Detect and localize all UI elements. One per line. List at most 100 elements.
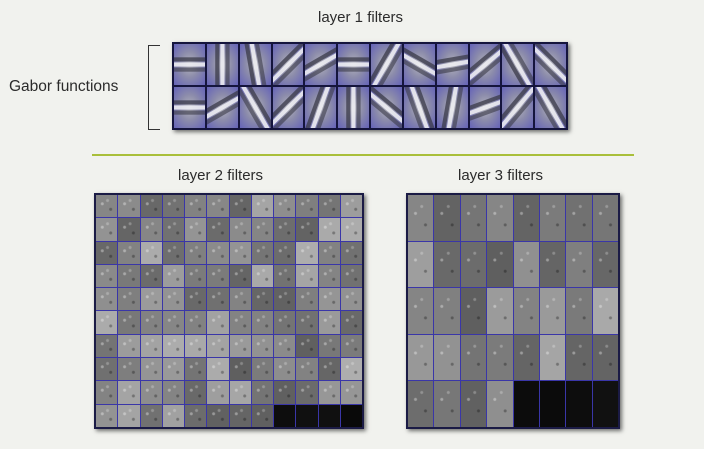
layer2-filter [118,404,140,427]
layer1-filter [338,87,369,128]
layer3-filter [513,241,539,288]
layer2-filter [318,241,340,264]
layer2-filter [229,288,251,311]
layer3-filter [434,241,460,288]
layer2-filter [274,334,296,358]
layer2-filter [185,264,207,288]
layer1-filter [305,87,337,128]
gabor-label: Gabor functions [9,78,119,95]
layer2-filter [296,241,318,264]
layer2-filter [140,195,162,218]
layer2-filter [340,264,362,288]
layer3-filter [487,381,513,427]
layer3-filter [566,334,592,381]
layer1-filter [206,87,238,128]
layer3-filter [408,381,434,427]
layer3-filter [592,334,618,381]
section-divider [92,154,634,156]
layer3-filter [539,241,566,288]
layer3-filter [434,381,460,427]
layer2-filter [162,404,184,427]
layer2-filter [185,195,207,218]
layer2-filter [318,264,340,288]
layer3-filter [592,241,618,288]
layer2-filter [251,404,273,427]
layer1-filter [436,44,468,85]
layer2-filter [140,381,162,404]
layer1-filter-grid [172,42,568,130]
layer2-filter [96,218,118,241]
layer2-filter [207,264,229,288]
layer2-filter [296,358,318,381]
layer3-filter [566,241,592,288]
layer2-filter [185,381,207,404]
layer3-filter [539,195,566,241]
layer2-filter [318,404,340,427]
gabor-bracket [148,45,160,130]
layer2-filter [296,288,318,311]
layer2-filter [318,288,340,311]
layer2-filter [296,264,318,288]
layer2-filter [118,358,140,381]
layer2-filter [207,288,229,311]
layer2-filter [140,264,162,288]
layer2-filter [274,381,296,404]
layer2-filter [96,264,118,288]
layer2-filter [140,404,162,427]
layer2-filter [274,358,296,381]
layer3-filter [513,334,539,381]
layer2-filter [140,358,162,381]
layer2-filter [207,218,229,241]
layer2-filter [118,334,140,358]
layer2-filter [185,358,207,381]
layer2-filter [318,311,340,334]
layer2-filter [118,311,140,334]
layer2-filter [274,264,296,288]
layer2-filter [207,404,229,427]
layer2-filter [296,195,318,218]
layer2-filter [340,288,362,311]
layer3-filter [460,241,487,288]
layer3-filter [592,195,618,241]
layer2-filter [162,358,184,381]
layer2-filter [185,218,207,241]
layer2-filter [251,241,273,264]
layer2-filter [229,264,251,288]
layer2-filter [185,288,207,311]
layer2-filter [96,334,118,358]
layer2-filter [340,241,362,264]
layer3-filter [460,334,487,381]
layer2-filter [318,195,340,218]
layer3-filter [513,288,539,334]
layer3-filter [592,381,618,427]
layer2-filter [162,288,184,311]
layer1-filter [502,44,534,85]
layer2-title: layer 2 filters [178,167,264,184]
layer2-filter [274,311,296,334]
layer2-filter [185,334,207,358]
layer2-filter [251,195,273,218]
layer2-filter [340,334,362,358]
layer2-filter [140,241,162,264]
layer2-filter [207,195,229,218]
layer2-filter [118,218,140,241]
layer2-filter [229,195,251,218]
layer2-filter [229,381,251,404]
layer2-filter [96,288,118,311]
layer1-filter [469,44,501,85]
layer3-filter [539,334,566,381]
layer2-filter [318,218,340,241]
layer2-filter [96,195,118,218]
layer3-filter [566,381,592,427]
layer1-filter [338,44,369,85]
layer3-filter-grid [406,193,620,429]
layer2-filter [318,381,340,404]
layer2-filter [140,311,162,334]
layer2-filter [96,358,118,381]
layer2-filter [296,334,318,358]
layer2-filter [340,404,362,427]
layer2-filter [251,381,273,404]
layer2-filter [274,218,296,241]
layer2-filter [162,218,184,241]
layer1-filter [535,87,566,128]
